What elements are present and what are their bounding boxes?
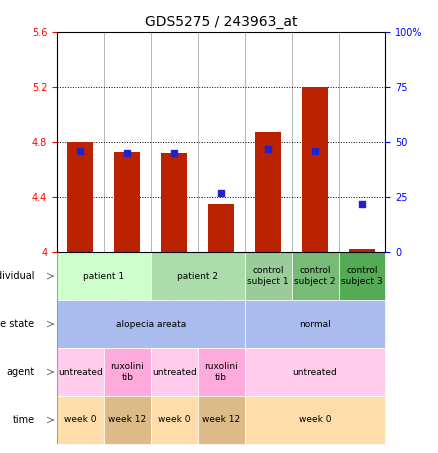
Text: week 12: week 12 [108, 415, 146, 424]
FancyBboxPatch shape [57, 252, 151, 300]
Text: patient 1: patient 1 [83, 272, 124, 281]
Point [171, 149, 178, 157]
Text: week 12: week 12 [202, 415, 240, 424]
Text: ruxolini
tib: ruxolini tib [110, 362, 144, 382]
Point [311, 147, 318, 154]
Point [77, 147, 84, 154]
Title: GDS5275 / 243963_at: GDS5275 / 243963_at [145, 15, 297, 29]
Point [124, 149, 131, 157]
FancyBboxPatch shape [198, 348, 245, 396]
FancyBboxPatch shape [57, 396, 104, 444]
Text: ruxolini
tib: ruxolini tib [204, 362, 238, 382]
Point [218, 189, 225, 196]
Text: normal: normal [299, 320, 331, 328]
Text: untreated: untreated [152, 367, 197, 376]
Text: week 0: week 0 [299, 415, 331, 424]
Bar [255, 132, 281, 252]
FancyBboxPatch shape [57, 300, 245, 348]
FancyBboxPatch shape [151, 348, 198, 396]
Point [358, 200, 365, 207]
Bar [67, 142, 93, 252]
Point [265, 145, 272, 152]
FancyBboxPatch shape [245, 396, 385, 444]
Text: patient 2: patient 2 [177, 272, 218, 281]
Text: week 0: week 0 [64, 415, 97, 424]
FancyBboxPatch shape [104, 348, 151, 396]
Bar [302, 87, 328, 252]
Text: control
subject 3: control subject 3 [341, 266, 383, 286]
Text: control
subject 2: control subject 2 [294, 266, 336, 286]
FancyBboxPatch shape [339, 252, 385, 300]
FancyBboxPatch shape [245, 300, 385, 348]
Text: control
subject 1: control subject 1 [247, 266, 289, 286]
Bar [208, 204, 234, 252]
Text: alopecia areata: alopecia areata [116, 320, 186, 328]
FancyBboxPatch shape [104, 396, 151, 444]
Text: individual: individual [0, 271, 35, 281]
FancyBboxPatch shape [245, 348, 385, 396]
Text: time: time [12, 415, 35, 425]
FancyBboxPatch shape [151, 396, 198, 444]
FancyBboxPatch shape [198, 396, 245, 444]
Bar [349, 250, 375, 252]
Text: untreated: untreated [293, 367, 337, 376]
FancyBboxPatch shape [292, 252, 339, 300]
Text: agent: agent [6, 367, 35, 377]
Text: untreated: untreated [58, 367, 103, 376]
FancyBboxPatch shape [57, 348, 104, 396]
FancyBboxPatch shape [245, 252, 292, 300]
Bar [114, 152, 140, 252]
Bar [161, 153, 187, 252]
FancyBboxPatch shape [151, 252, 245, 300]
Text: disease state: disease state [0, 319, 35, 329]
Text: week 0: week 0 [158, 415, 191, 424]
